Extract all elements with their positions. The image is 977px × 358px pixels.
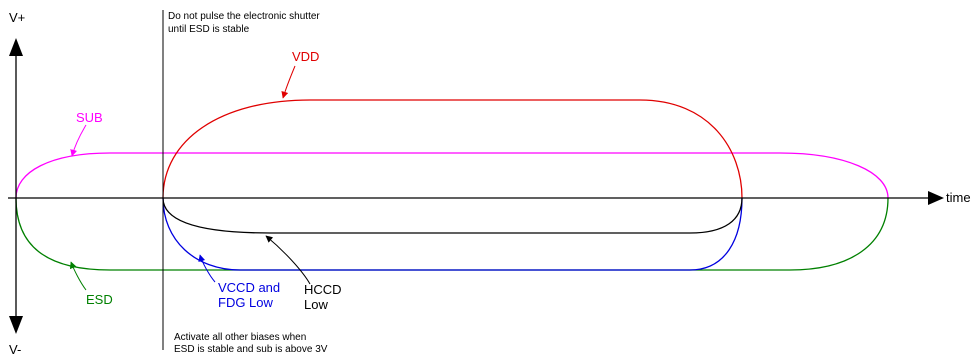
- sub-label: SUB: [76, 110, 103, 125]
- esd-curve: [15, 197, 889, 271]
- vccd-curve: [162, 197, 743, 271]
- time-label: time: [946, 190, 971, 205]
- sub-curve: [15, 152, 889, 199]
- hccd-label-line2: Low: [304, 297, 328, 312]
- vccd-pointer-arrow: [198, 254, 216, 283]
- hccd-label-line1: HCCD: [304, 282, 342, 297]
- vccd-label-line1: VCCD and: [218, 280, 280, 295]
- vdd-label: VDD: [292, 49, 319, 64]
- hccd-curve: [162, 197, 743, 234]
- v-minus-label: V-: [9, 342, 21, 357]
- bias-note-line1: Activate all other biases when: [174, 332, 306, 343]
- sub-pointer-arrow: [70, 124, 87, 157]
- time-axis-arrowhead: [928, 191, 944, 205]
- vccd-label-line2: FDG Low: [218, 295, 274, 310]
- vdd-curve: [162, 99, 743, 199]
- bias-note-line2: ESD is stable and sub is above 3V: [174, 344, 328, 355]
- esd-label: ESD: [86, 292, 113, 307]
- shutter-note-line1: Do not pulse the electronic shutter: [168, 11, 320, 22]
- hccd-pointer-arrow: [265, 235, 311, 285]
- v-plus-arrowhead: [9, 38, 23, 56]
- v-minus-arrowhead: [9, 316, 23, 334]
- vdd-pointer-arrow: [281, 65, 296, 99]
- esd-pointer-arrow: [69, 261, 87, 291]
- v-plus-label: V+: [9, 10, 25, 25]
- shutter-note-line2: until ESD is stable: [168, 24, 250, 35]
